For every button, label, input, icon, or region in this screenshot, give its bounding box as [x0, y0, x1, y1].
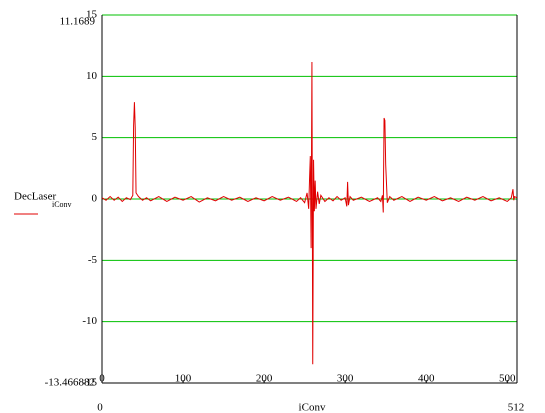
max-annotation: 11.1689: [60, 16, 96, 28]
x-axis-label: iConv: [299, 402, 326, 413]
min-annotation: -13.466882: [45, 377, 95, 389]
x-tick-label: 400: [418, 373, 435, 385]
x-tick-label: 100: [175, 373, 192, 385]
y-tick-label: 10: [86, 70, 98, 82]
x-max-label: 512: [508, 402, 525, 413]
y-tick-label: 15: [86, 9, 98, 21]
y-tick-label: -5: [88, 254, 98, 266]
x-tick-label: 200: [256, 373, 273, 385]
y-tick-label: 5: [92, 131, 98, 143]
legend-subscript: iConv: [52, 200, 72, 209]
series-line: [101, 61, 518, 365]
x-tick-label: 500: [499, 373, 516, 385]
x-tick-label: 300: [337, 373, 354, 385]
y-tick-label: -15: [82, 377, 97, 389]
legend-label: DecLaser: [14, 191, 56, 203]
x-min-label: 0: [97, 402, 103, 413]
y-tick-label: -10: [82, 315, 97, 327]
y-tick-label: 0: [92, 193, 98, 205]
